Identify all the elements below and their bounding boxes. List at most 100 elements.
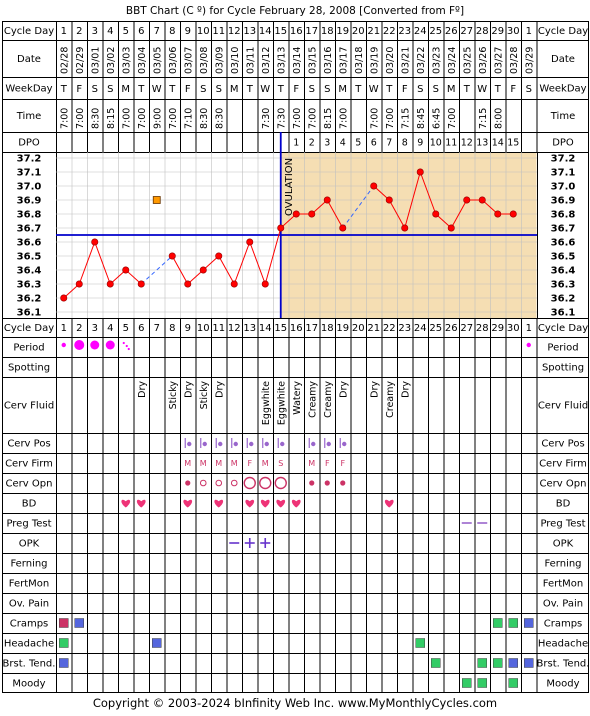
weekday-cell: M [447,84,456,95]
weekday-cell: F [510,84,516,95]
cycle-day-cell: 19 [336,26,349,37]
temp-point [261,280,269,288]
cerv-opn-closed [324,480,330,486]
cycle-day-cell: 6 [138,323,144,334]
cycle-day-cell: 16 [290,323,303,334]
headache-marker [59,638,69,648]
y-tick-left: 36.5 [17,252,42,263]
weekday-cell: M [338,84,347,95]
ovulation-label: OVULATION [284,158,295,216]
cycle-day-cell: 20 [352,26,365,37]
weekday-cell: M [121,84,130,95]
date-cell: 03/25 [462,47,473,74]
row-label-preg-test-right: Preg Test [540,519,585,530]
period-spot [125,344,128,348]
cerv-fluid-cell: Dry [137,381,148,398]
temp-point [91,238,99,246]
temp-point [292,210,300,218]
cerv-opn-closed [340,480,346,486]
brst-tend-marker [524,658,534,668]
time-cell: 7:00 [292,108,303,129]
bd-heart [245,499,255,508]
cerv-pos-dot [326,441,331,447]
temp-segment [233,241,251,285]
date-cell: 03/14 [292,47,303,74]
time-cell: 8:45 [416,108,427,129]
date-cell: 02/29 [75,47,86,74]
cycle-day-cell: 30 [507,26,520,37]
y-tick-left: 36.6 [17,238,42,249]
cycle-day-cell: 29 [491,323,504,334]
cycle-day-cell: 27 [460,26,473,37]
cycle-day-cell: 11 [212,26,225,37]
date-cell: 03/02 [106,47,117,74]
cycle-day-cell: 1 [526,26,532,37]
bd-heart [291,499,301,508]
weekday-cell: F [293,84,299,95]
cerv-fluid-cell: Sticky [168,381,179,410]
row-label-cerv-pos: Cerv Pos [7,439,50,450]
cycle-day-cell: 7 [154,323,160,334]
weekday-cell: T [246,84,254,95]
weekday-cell: F [185,84,191,95]
weekday-cell: F [402,84,408,95]
cycle-day-cell: 8 [169,323,175,334]
weekday-cell: S [433,84,439,95]
cerv-opn-closed [185,480,191,486]
cerv-firm-cell: M [184,459,191,468]
brst-tend-marker [508,658,518,668]
y-tick-right: 36.1 [551,308,576,319]
dpo-cell: 12 [461,138,473,149]
cycle-day-cell: 26 [445,323,458,334]
date-cell: 03/03 [121,47,132,74]
cycle-day-cell: 16 [290,26,303,37]
temp-point [230,280,238,288]
cycle-day-cell: 29 [491,26,504,37]
cycle-day-cell: 9 [185,323,191,334]
cerv-firm-cell: M [262,459,269,468]
weekday-cell: T [385,84,393,95]
period-spot [127,347,130,351]
weekday-cell: S [216,84,222,95]
cerv-pos-dot [311,441,316,447]
cerv-firm-cell: M [308,459,315,468]
row-label-cerv-firm-right: Cerv Firm [539,459,587,470]
period-dot [74,340,85,350]
cycle-day-cell: 25 [429,26,442,37]
y-tick-left: 36.8 [17,210,42,221]
row-label-weekday-right: WeekDay [539,84,586,95]
period-spot [122,341,125,345]
row-label-dpo-right: DPO [552,138,574,149]
row-label-preg-test: Preg Test [6,519,51,530]
row-label-ov-pain-right: Ov. Pain [543,599,583,610]
cerv-fluid-cell: Watery [292,381,303,415]
date-cell: 03/26 [478,47,489,74]
y-tick-right: 36.9 [551,196,576,207]
chart-title: BBT Chart (C º) for Cycle February 28, 2… [126,5,464,17]
date-cell: 03/28 [509,47,520,74]
y-tick-right: 36.7 [551,224,576,235]
temp-point [401,224,409,232]
dpo-cell: 9 [417,138,423,149]
time-cell: 8:15 [323,108,334,129]
weekday-cell: T [137,84,145,95]
y-tick-left: 36.7 [17,224,42,235]
dpo-cell: 1 [293,138,299,149]
cycle-day-cell: 17 [305,323,318,334]
y-tick-right: 36.4 [551,266,576,277]
temp-point [184,280,192,288]
weekday-cell: S [526,84,532,95]
time-cell: 7:00 [307,108,318,129]
time-cell: 7:00 [338,108,349,129]
cerv-opn-medium [215,479,223,487]
cerv-pos-dot [233,441,238,447]
y-tick-right: 37.1 [551,168,576,179]
row-label-cycle-day-right: Cycle Day [538,26,588,37]
cerv-pos-dot [202,441,207,447]
temp-point [137,280,145,288]
cycle-day-cell: 3 [92,26,98,37]
bd-heart [276,499,286,508]
temp-point [308,210,316,218]
cycle-day-cell: 15 [274,26,287,37]
row-label-date: Date [17,54,41,65]
